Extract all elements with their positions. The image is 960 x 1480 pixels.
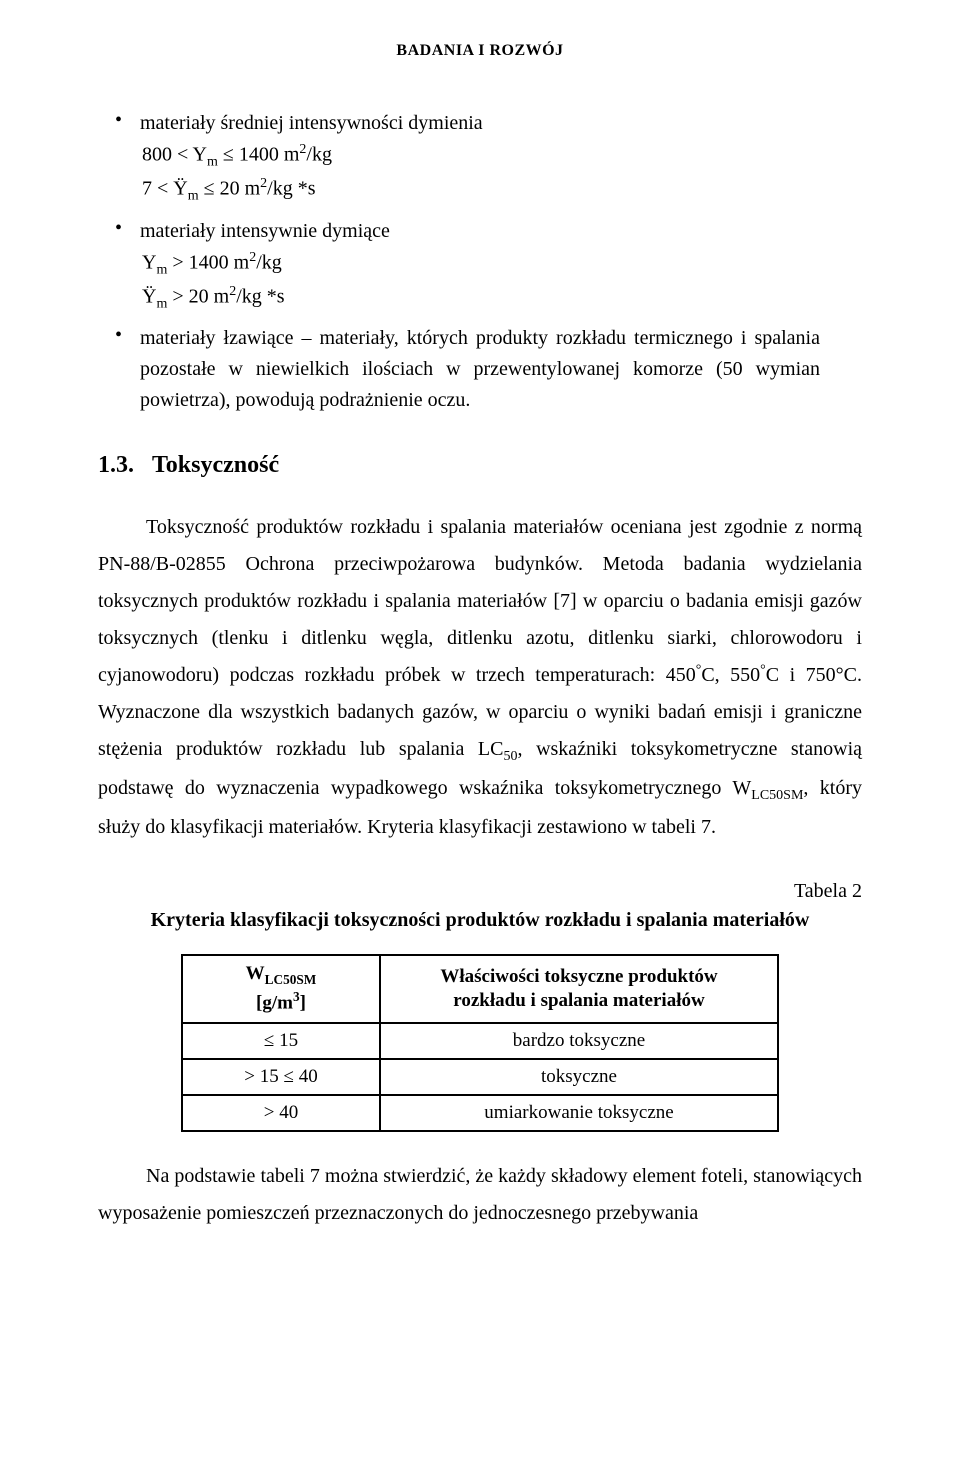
text: Ÿ [142,286,156,308]
toxicity-table: WLC50SM [g/m3] Właściwości toksyczne pro… [181,954,779,1132]
text: > 1400 m [167,251,249,273]
text: ≤ 1400 m [218,144,300,166]
table-header-right: Właściwości toksyczne produktów rozkładu… [380,955,778,1023]
text: /kg [256,251,282,273]
subscript: 50 [504,749,518,764]
table-row: WLC50SM [g/m3] Właściwości toksyczne pro… [182,955,778,1023]
text: ] [300,993,306,1014]
bullet-3-text: materiały łzawiące – materiały, których … [140,323,820,416]
table-cell: umiarkowanie toksyczne [380,1095,778,1131]
subscript: m [188,189,199,204]
subscript: LC50SM [751,788,803,803]
bullet-1-title: materiały średniej intensywności dymieni… [140,108,862,139]
bullet-1-line-2: 7 < Ÿm ≤ 20 m2/kg *s [142,173,862,207]
text: /kg *s [236,286,284,308]
table-title: Kryteria klasyfikacji toksyczności produ… [98,909,862,932]
subscript: m [207,155,218,170]
table-label: Tabela 2 [98,880,862,903]
bullet-2-line-2: Ÿm > 20 m2/kg *s [142,281,862,315]
text: Toksyczność produktów rozkładu i spalani… [98,516,862,686]
subscript: LC50SM [265,972,317,987]
text: /kg [306,144,332,166]
text: ≤ 20 m [199,178,261,200]
paragraph-1: Toksyczność produktów rozkładu i spalani… [98,509,862,846]
table-row: ≤ 15 bardzo toksyczne [182,1023,778,1059]
text: C, 550 [701,664,760,686]
text: Właściwości toksyczne produktów [440,966,717,987]
page-header: BADANIA I ROZWÓJ [98,42,862,60]
subscript: m [156,262,167,277]
table-cell: ≤ 15 [182,1023,380,1059]
table-cell: > 15 ≤ 40 [182,1059,380,1095]
bullet-2-line-1: Ym > 1400 m2/kg [142,247,862,281]
text: 800 < Y [142,144,207,166]
text: rozkładu i spalania materiałów [453,990,704,1011]
table-row: > 15 ≤ 40 toksyczne [182,1059,778,1095]
bullet-list: materiały średniej intensywności dymieni… [140,108,862,416]
text: [g/m [256,993,293,1014]
section-heading: 1.3. Toksyczność [98,452,862,479]
text: > 20 m [167,286,229,308]
table-cell: bardzo toksyczne [380,1023,778,1059]
superscript: 3 [293,989,300,1004]
text: Y [142,251,156,273]
text: W [246,963,265,984]
paragraph-2: Na podstawie tabeli 7 można stwierdzić, … [98,1158,862,1232]
table-cell: toksyczne [380,1059,778,1095]
section-title: Toksyczność [152,452,279,478]
bullet-item-1: materiały średniej intensywności dymieni… [140,108,862,208]
bullet-item-2: materiały intensywnie dymiące Ym > 1400 … [140,216,862,316]
bullet-item-3: materiały łzawiące – materiały, których … [140,323,862,416]
table-cell: > 40 [182,1095,380,1131]
text: 7 < Ÿ [142,178,188,200]
table-row: > 40 umiarkowanie toksyczne [182,1095,778,1131]
bullet-1-line-1: 800 < Ym ≤ 1400 m2/kg [142,139,862,173]
text: /kg *s [267,178,315,200]
table-header-left: WLC50SM [g/m3] [182,955,380,1023]
subscript: m [156,297,167,312]
section-number: 1.3. [98,452,134,478]
bullet-2-title: materiały intensywnie dymiące [140,216,862,247]
